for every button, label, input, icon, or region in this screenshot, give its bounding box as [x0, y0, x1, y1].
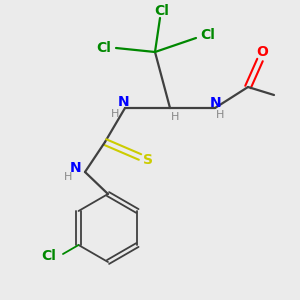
- Text: Cl: Cl: [97, 41, 111, 55]
- Text: H: H: [64, 172, 72, 182]
- Text: S: S: [143, 153, 153, 167]
- Text: N: N: [118, 95, 130, 109]
- Text: H: H: [111, 109, 119, 119]
- Text: O: O: [256, 45, 268, 59]
- Text: N: N: [210, 96, 222, 110]
- Text: H: H: [216, 110, 224, 120]
- Text: N: N: [70, 161, 82, 175]
- Text: H: H: [171, 112, 179, 122]
- Text: Cl: Cl: [201, 28, 215, 42]
- Text: Cl: Cl: [41, 249, 56, 263]
- Text: Cl: Cl: [154, 4, 169, 18]
